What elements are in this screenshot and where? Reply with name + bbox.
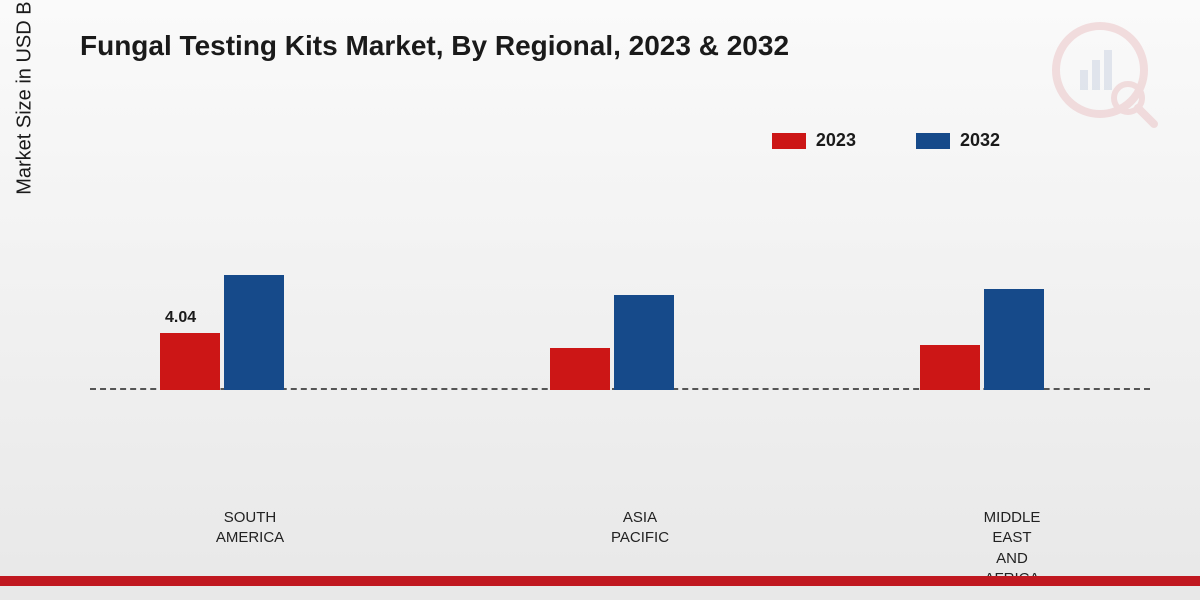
bar-group-asia-pacific [550,295,674,390]
category-label-south-america: SOUTHAMERICA [150,508,350,549]
accent-bottom-bar [0,576,1200,586]
bar-group-mea [920,289,1044,390]
bar-asia-pacific-2023 [550,348,610,390]
bar-mea-2023 [920,345,980,390]
plot-area: 4.04 SOUTHAMERICA ASIAPACIFIC MIDDLEEAST… [90,110,1150,390]
category-label-asia-pacific: ASIAPACIFIC [540,508,740,549]
bar-south-america-2032 [224,275,284,390]
bar-asia-pacific-2032 [614,295,674,390]
bar-south-america-2023 [160,333,220,390]
bar-group-south-america: 4.04 [160,275,284,390]
bar-mea-2032 [984,289,1044,390]
y-axis-label: Market Size in USD Billion [14,0,37,195]
bar-label-south-america-2023: 4.04 [165,309,196,327]
chart-title: Fungal Testing Kits Market, By Regional,… [80,30,789,62]
